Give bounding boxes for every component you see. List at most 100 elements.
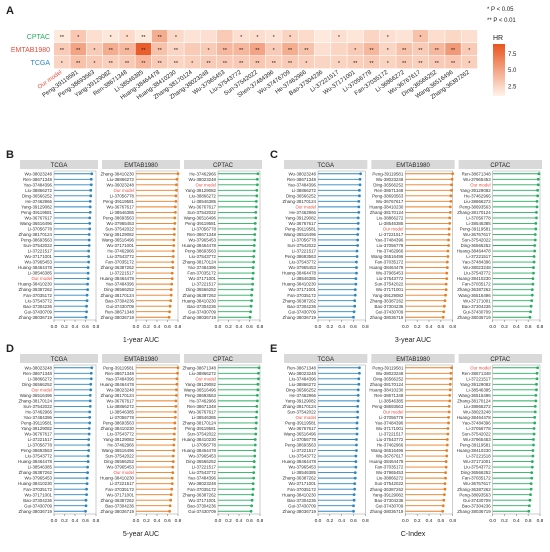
heatmap-cell — [70, 56, 86, 69]
panel-strip-label: CPTAC — [213, 163, 234, 169]
heatmap-cell — [86, 43, 103, 56]
x-tick-label: 0.6 — [350, 324, 357, 330]
x-tick-label: 0.6 — [525, 324, 532, 330]
heatmap-significance-mark: ** — [125, 48, 130, 54]
lollipop-label: Wu-38023248 — [288, 371, 316, 376]
x-tick-label: 0.4 — [236, 324, 243, 330]
lollipop-point — [86, 454, 90, 458]
lollipop-label: Wu-36767617 — [106, 398, 134, 403]
lollipop-point — [443, 299, 447, 303]
heatmap-cell — [380, 43, 396, 56]
heatmap-significance-mark: * — [61, 61, 64, 67]
lollipop-label: Wu-37171001 — [106, 492, 134, 497]
lollipop-point — [353, 293, 357, 297]
lollipop-point — [448, 205, 452, 209]
x-tick-label: 0.4 — [154, 324, 161, 330]
lollipop-point — [172, 244, 176, 247]
lollipop-point — [251, 487, 255, 491]
x-tick-label: 0.0 — [402, 324, 409, 330]
x-axis-title: C-Index — [401, 531, 426, 538]
x-tick-label: 0.8 — [537, 324, 544, 330]
lollipop-point — [358, 371, 361, 375]
lollipop-label: Zhang-36387262 — [457, 287, 491, 292]
lollipop-point — [533, 244, 537, 247]
lollipop-point — [88, 416, 92, 419]
lollipop-label: Zhang-36387262 — [283, 298, 317, 303]
panel-strip-label: EMTAB1980 — [396, 357, 430, 363]
lollipop-label: Wang-36516496 — [184, 216, 217, 221]
lollipop-label: Wu-37965453 — [288, 465, 316, 470]
lollipop-point — [252, 255, 256, 258]
lollipop-point — [352, 493, 356, 497]
lollipop-label: Yao-37484396 — [188, 476, 217, 481]
lollipop-point — [248, 315, 252, 319]
lollipop-point — [170, 476, 174, 480]
heatmap-cell — [428, 30, 445, 43]
lollipop-point — [84, 315, 88, 319]
heatmap-significance-mark: * — [305, 61, 308, 67]
lollipop-label: Zhang-36387262 — [183, 293, 217, 298]
lollipop-point — [450, 183, 453, 187]
heatmap-significance-mark: * — [207, 48, 210, 54]
lollipop-label: Gui-37430709 — [106, 304, 134, 309]
heatmap-significance-mark: ** — [206, 61, 211, 67]
lollipop-point — [87, 255, 91, 258]
lollipop-point — [353, 288, 357, 292]
heatmap-significance-mark: ** — [435, 61, 440, 67]
lollipop-label: Wu-37965453 — [106, 465, 134, 470]
heatmap-cell — [135, 30, 152, 43]
lollipop-point — [89, 382, 93, 386]
heatmap-cell — [412, 56, 429, 69]
lollipop-point — [170, 487, 174, 491]
lollipop-point — [530, 460, 534, 463]
heatmap-cell — [461, 56, 478, 69]
lollipop-point — [252, 476, 256, 480]
lollipop-point — [175, 188, 178, 192]
lollipop-point — [450, 177, 454, 181]
lollipop-label: Ding-36566252 — [104, 287, 135, 292]
lollipop-point — [249, 509, 253, 513]
lollipop-label: Huang-38410230 — [369, 387, 403, 392]
lollipop-point — [249, 310, 252, 314]
lollipop-point — [176, 371, 179, 375]
lollipop-label: Wu-36767617 — [24, 216, 52, 221]
lollipop-point — [448, 222, 452, 225]
lollipop-label: Li-38866272 — [292, 188, 317, 193]
lollipop-point — [446, 249, 450, 253]
lollipop-point — [250, 288, 254, 292]
lollipop-point — [87, 260, 91, 264]
lollipop-label: Ding-36566252 — [104, 459, 135, 464]
lollipop-point — [441, 315, 445, 319]
heatmap-significance-mark: * — [468, 61, 471, 67]
lollipop-label: Wu-37965453 — [376, 271, 404, 276]
lollipop-point — [537, 172, 541, 176]
lollipop-label: Ren-38671348 — [105, 309, 135, 314]
lollipop-point — [355, 266, 358, 269]
lollipop-point — [442, 310, 446, 314]
lollipop-label: Ding-36566252 — [22, 193, 53, 198]
lollipop-label: Huang-38410230 — [182, 298, 216, 303]
lollipop-label: Wang-36516496 — [458, 293, 491, 298]
heatmap-significance-mark: ** — [451, 61, 456, 67]
lollipop-point — [87, 438, 91, 441]
lollipop-point — [251, 282, 255, 286]
lollipop-point — [254, 210, 258, 214]
lollipop-label: Li-37221517 — [192, 465, 217, 470]
lollipop-point — [353, 482, 357, 486]
lollipop-point — [528, 498, 532, 502]
lollipop-label: Li-38546385 — [28, 271, 53, 276]
lollipop-label: Ding-36566252 — [286, 193, 317, 198]
lollipop-point — [356, 233, 360, 236]
lollipop-label: Ren-38671348 — [105, 371, 135, 376]
colorbar-title: HR — [493, 35, 503, 42]
lollipop-point — [173, 427, 177, 430]
lollipop-point — [251, 482, 255, 486]
heatmap-significance-mark: * — [273, 35, 276, 41]
lollipop-label: Zhang-38170124 — [283, 199, 317, 204]
heatmap-significance-mark: ** — [158, 48, 163, 54]
lollipop-point — [176, 172, 180, 176]
lollipop-point — [255, 404, 259, 408]
heatmap-cell — [363, 56, 380, 69]
